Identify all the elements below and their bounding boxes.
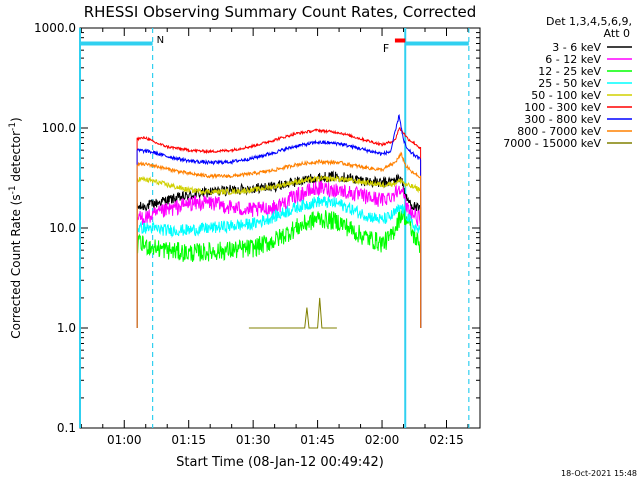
- orbit-overlays: [79, 28, 470, 428]
- y-tick-label: 1000.0: [34, 21, 76, 35]
- x-tick-label: 02:15: [429, 433, 464, 447]
- legend-header-line-2: Att 0: [604, 27, 630, 40]
- x-tick-label: 01:00: [107, 433, 142, 447]
- series-line: [136, 207, 422, 329]
- legend-item-label: 50 - 100 keV: [531, 89, 601, 102]
- y-tick-label: 0.1: [57, 421, 76, 435]
- chart-title: RHESSI Observing Summary Count Rates, Co…: [84, 3, 477, 21]
- legend-header-line-1: Det 1,3,4,5,6,9,: [546, 15, 632, 28]
- series-lines: [136, 114, 422, 329]
- legend-item-label: 12 - 25 keV: [538, 65, 601, 78]
- legend-item-label: 25 - 50 keV: [538, 77, 601, 90]
- footer-date: 18-Oct-2021 15:48: [561, 469, 637, 478]
- annotations: NF: [157, 35, 390, 55]
- x-tick-label: 01:30: [236, 433, 271, 447]
- legend-item-label: 800 - 7000 keV: [517, 125, 601, 138]
- legend-item-label: 300 - 800 keV: [524, 113, 601, 126]
- legend-item-label: 6 - 12 keV: [545, 53, 601, 66]
- y-tick-label: 100.0: [42, 121, 76, 135]
- x-tick-label: 02:00: [365, 433, 400, 447]
- x-tick-label: 01:45: [300, 433, 335, 447]
- x-axis-label: Start Time (08-Jan-12 00:49:42): [176, 455, 384, 470]
- series-line: [248, 297, 337, 329]
- series-line: [136, 195, 422, 329]
- y-tick-label: 1.0: [57, 321, 76, 335]
- x-axis-ticks: 01:00 01:15 01:30 01:45 02:00 02:15: [80, 28, 469, 447]
- legend-item-label: 7000 - 15000 keV: [503, 137, 601, 150]
- series-line: [136, 180, 422, 329]
- series-line: [136, 174, 422, 329]
- series-line: [136, 151, 422, 329]
- night-annotation-label: N: [157, 35, 164, 46]
- series-line: [136, 170, 422, 329]
- legend-item-label: 100 - 300 keV: [524, 101, 601, 114]
- flare-annotation-label: F: [383, 42, 389, 55]
- y-axis-label: Corrected Count Rate (s-1 detector-1): [8, 117, 23, 338]
- series-line: [136, 114, 422, 329]
- y-axis-ticks: 0.1 1.0 10.0 100.0 1000.0: [34, 21, 480, 435]
- x-tick-label: 01:15: [171, 433, 206, 447]
- legend-item-label: 3 - 6 keV: [552, 41, 601, 54]
- series-line: [136, 127, 422, 329]
- y-tick-label: 10.0: [49, 221, 76, 235]
